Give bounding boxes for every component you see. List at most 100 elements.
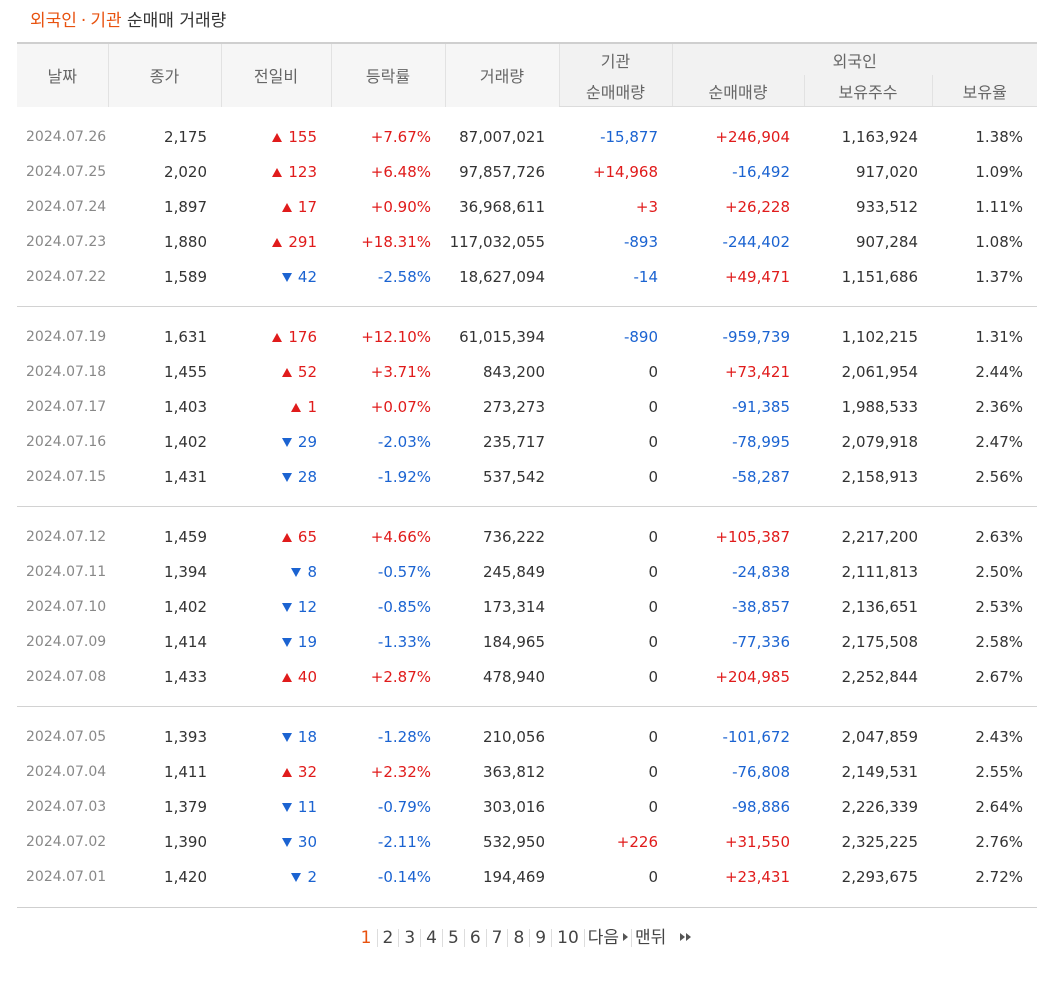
up-triangle-icon [281,367,292,377]
cell-institution-net: 0 [648,632,658,651]
down-triangle-icon [291,567,302,577]
page-link-10[interactable]: 10 [551,929,584,947]
header-institution-net: 순매매량 [558,75,672,107]
header-rate: 등락률 [330,42,445,107]
cell-date: 2024.07.18 [26,363,107,380]
cell-ratio: 2.53% [975,597,1023,616]
up-triangle-icon [272,332,283,342]
page-link-9[interactable]: 9 [529,929,551,947]
group-spacer [17,507,1037,520]
change-value: 19 [297,632,317,651]
up-triangle-icon [272,167,283,177]
table-row: 2024.07.23 1,880 291 +18.31% 117,032,055 -893… [17,224,1037,259]
last-label: 맨뒤 [635,928,667,948]
cell-ratio: 1.09% [975,162,1023,181]
table-row: 2024.07.09 1,414 19 -1.33% 184,965 0 -77,336 2,… [17,624,1037,659]
cell-volume: 87,007,021 [459,127,545,146]
cell-rate: +0.07% [370,397,431,416]
cell-foreign-net: +105,387 [715,527,790,546]
cell-close: 2,020 [164,162,207,181]
last-page-link[interactable]: 맨뒤 [631,929,694,947]
cell-rate: -2.11% [377,832,431,851]
next-label: 다음 [587,928,620,948]
group-divider [17,294,1037,307]
change-value: 1 [307,397,317,416]
cell-change: 29 [221,424,331,459]
table-row: 2024.07.26 2,175 155 +7.67% 87,007,021 -15,87… [17,119,1037,154]
cell-institution-net: 0 [648,762,658,781]
page-link-4[interactable]: 4 [420,929,442,947]
group-divider [17,894,1037,906]
cell-date: 2024.07.12 [26,528,107,545]
page-link-6[interactable]: 6 [463,929,486,947]
cell-institution-net: 0 [648,362,658,381]
cell-volume: 843,200 [482,362,545,381]
cell-close: 1,402 [164,432,207,451]
cell-institution-net: -893 [623,232,658,251]
header-foreign-group: 외국인 [671,42,1037,75]
cell-volume: 478,940 [482,667,545,686]
change-value: 32 [297,762,317,781]
table-bottom-divider [17,907,1037,908]
cell-close: 1,393 [164,727,207,746]
cell-change: 17 [221,189,331,224]
cell-date: 2024.07.03 [26,798,107,815]
page-link-3[interactable]: 3 [398,929,420,947]
cell-close: 1,431 [164,467,207,486]
cell-volume: 245,849 [482,562,545,581]
up-triangle-icon [281,767,292,777]
cell-holdings: 933,512 [855,197,918,216]
group-divider [17,694,1037,707]
page-link-7[interactable]: 7 [485,929,508,947]
cell-holdings: 907,284 [855,232,918,251]
header-ratio: 보유율 [931,75,1037,107]
cell-foreign-net: -101,672 [722,727,790,746]
cell-ratio: 2.47% [975,432,1023,451]
cell-holdings: 2,226,339 [841,797,918,816]
down-triangle-icon [281,437,292,447]
change-value: 42 [297,267,317,286]
cell-ratio: 2.58% [975,632,1023,651]
cell-foreign-net: +26,228 [724,197,790,216]
cell-foreign-net: +23,431 [724,867,790,886]
cell-date: 2024.07.15 [26,468,107,485]
page-link-8[interactable]: 8 [507,929,529,947]
cell-institution-net: 0 [648,432,658,451]
down-triangle-icon [281,732,292,742]
table-row: 2024.07.25 2,020 123 +6.48% 97,857,726 +14,96… [17,154,1037,189]
cell-close: 1,631 [164,327,207,346]
table-row: 2024.07.01 1,420 2 -0.14% 194,469 0 +23,431 2,2… [17,859,1037,894]
page-link-5[interactable]: 5 [441,929,464,947]
cell-ratio: 1.37% [975,267,1023,286]
cell-institution-net: +226 [616,832,658,851]
up-triangle-icon [272,132,283,142]
cell-date: 2024.07.26 [26,128,107,145]
page-link-2[interactable]: 2 [376,929,399,947]
page-link-1[interactable]: 1 [360,928,372,948]
cell-close: 1,420 [164,867,207,886]
cell-foreign-net: -24,838 [732,562,790,581]
table-row: 2024.07.19 1,631 176 +12.10% 61,015,394 -890 -… [17,319,1037,354]
cell-rate: -0.79% [377,797,431,816]
title-institution: 기관 [90,11,122,31]
cell-foreign-net: +73,421 [724,362,790,381]
next-page-link[interactable]: 다음 [583,928,631,948]
table-row: 2024.07.18 1,455 52 +3.71% 843,200 0 +73,421 2,… [17,354,1037,389]
cell-ratio: 2.67% [975,667,1023,686]
change-value: 155 [288,127,317,146]
group-spacer [17,707,1037,720]
cell-foreign-net: -244,402 [722,232,790,251]
cell-date: 2024.07.09 [26,633,107,650]
cell-institution-net: +14,968 [592,162,658,181]
cell-change: 28 [221,459,331,494]
table-row: 2024.07.10 1,402 12 -0.85% 173,314 0 -38,857 2,… [17,589,1037,624]
table-row: 2024.07.05 1,393 18 -1.28% 210,056 0 -101,672 2… [17,719,1037,754]
cell-change: 11 [221,789,331,824]
cell-change: 32 [221,754,331,789]
table-row: 2024.07.17 1,403 1 +0.07% 273,273 0 -91,385 1,9… [17,389,1037,424]
cell-close: 1,459 [164,527,207,546]
last-arrow-icon-2 [686,933,692,941]
cell-close: 1,394 [164,562,207,581]
cell-volume: 273,273 [482,397,545,416]
down-triangle-icon [291,872,302,882]
